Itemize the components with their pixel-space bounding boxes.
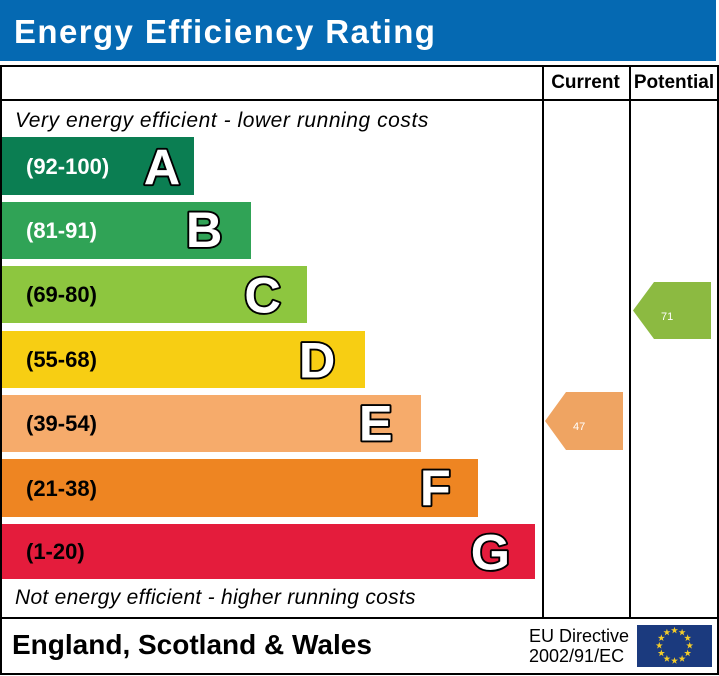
- svg-text:G: G: [471, 523, 510, 580]
- svg-text:D: D: [299, 331, 335, 388]
- svg-text:B: B: [186, 201, 222, 258]
- svg-text:F: F: [420, 459, 451, 516]
- svg-text:A: A: [144, 138, 180, 195]
- svg-text:C: C: [244, 266, 280, 323]
- svg-text:E: E: [359, 394, 393, 451]
